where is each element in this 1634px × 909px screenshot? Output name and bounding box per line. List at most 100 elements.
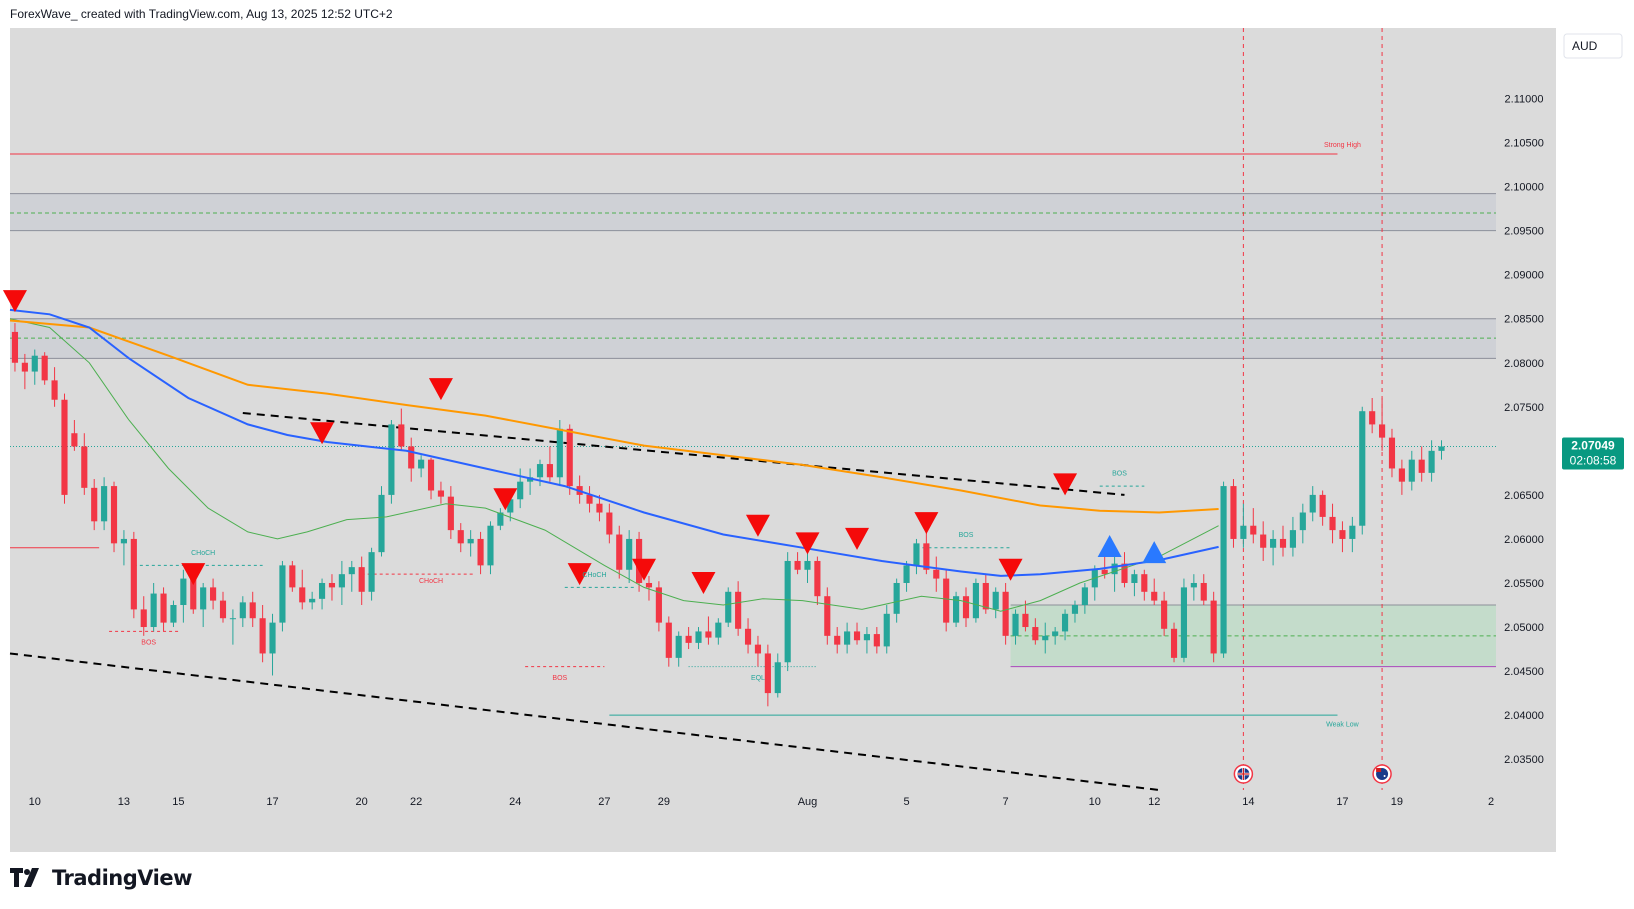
candle-6 bbox=[71, 420, 78, 451]
candle-131 bbox=[1309, 486, 1316, 522]
price-tick-label-4: 2.09000 bbox=[1504, 270, 1544, 282]
candle-body bbox=[903, 565, 910, 583]
candle-53 bbox=[536, 459, 544, 487]
candle-72 bbox=[725, 587, 732, 628]
candle-141 bbox=[1408, 450, 1415, 491]
candle-59 bbox=[596, 494, 603, 522]
candle-81 bbox=[814, 556, 821, 606]
candle-143 bbox=[1428, 440, 1435, 482]
sell-signal-triangle-6 bbox=[632, 558, 657, 581]
candle-body bbox=[1200, 582, 1207, 601]
candle-body bbox=[735, 591, 742, 629]
candle-body bbox=[1002, 591, 1009, 636]
candle-127 bbox=[1270, 530, 1277, 566]
candle-4 bbox=[51, 367, 58, 407]
candle-body bbox=[160, 593, 167, 623]
last-price-label: 2.07049 02:08:58 bbox=[1562, 437, 1624, 470]
candle-body bbox=[299, 587, 306, 603]
candle-body bbox=[527, 477, 534, 482]
candle-body bbox=[804, 560, 811, 570]
candle-body bbox=[348, 567, 355, 575]
candle-140 bbox=[1398, 459, 1405, 495]
candle-97 bbox=[972, 578, 979, 623]
candle-129 bbox=[1289, 516, 1296, 557]
candle-103 bbox=[1032, 618, 1039, 645]
candle-48 bbox=[487, 521, 494, 575]
candle-117 bbox=[1170, 622, 1178, 663]
candle-body bbox=[953, 596, 960, 623]
candle-body bbox=[1299, 512, 1306, 531]
candle-body bbox=[1270, 538, 1277, 548]
candle-28 bbox=[289, 560, 296, 592]
candle-2 bbox=[31, 349, 38, 385]
candle-body bbox=[774, 662, 781, 694]
event-flags-layer bbox=[1233, 764, 1392, 784]
price-tick-label-13: 2.04500 bbox=[1504, 666, 1544, 678]
candle-body bbox=[91, 487, 98, 522]
candle-144 bbox=[1438, 440, 1445, 460]
candle-body bbox=[249, 602, 256, 619]
candle-body bbox=[665, 622, 672, 658]
candle-105 bbox=[1052, 627, 1059, 645]
candle-body bbox=[814, 560, 821, 597]
candle-49 bbox=[497, 508, 504, 531]
candle-43 bbox=[437, 481, 445, 504]
candle-94 bbox=[943, 569, 950, 632]
time-tick-label-15: 17 bbox=[1336, 796, 1348, 808]
sell-signal-triangle-4 bbox=[493, 488, 518, 511]
candle-body bbox=[467, 538, 474, 544]
candle-body bbox=[507, 499, 514, 513]
candle-body bbox=[923, 543, 930, 570]
candle-38 bbox=[388, 420, 395, 504]
candle-body bbox=[150, 593, 157, 628]
time-axis[interactable]: 10 13 15 17 20 22 24 27 29 Aug 5 7 10 12 14 17 19 2 bbox=[29, 796, 1494, 808]
candle-body bbox=[378, 494, 385, 553]
candle-33 bbox=[338, 560, 345, 606]
candle-body bbox=[289, 565, 296, 588]
candle-96 bbox=[962, 587, 970, 628]
candle-31 bbox=[318, 578, 326, 610]
candle-body bbox=[269, 622, 276, 654]
candle-body bbox=[210, 587, 217, 601]
time-tick-label-3: 17 bbox=[266, 796, 278, 808]
candle-body bbox=[1190, 582, 1197, 588]
price-tick-label-5: 2.08500 bbox=[1504, 314, 1544, 326]
candle-body bbox=[1180, 587, 1188, 658]
candle-body bbox=[170, 605, 177, 623]
candle-body bbox=[41, 355, 48, 381]
candle-body bbox=[497, 512, 504, 526]
price-tick-label-10: 2.06000 bbox=[1504, 534, 1544, 546]
sell-signal-triangle-2 bbox=[310, 422, 335, 445]
candle-12 bbox=[130, 531, 137, 619]
candle-73 bbox=[735, 581, 742, 636]
candle-body bbox=[715, 622, 722, 638]
candle-body bbox=[586, 494, 593, 504]
candle-body bbox=[1170, 628, 1178, 658]
candle-body bbox=[338, 574, 345, 588]
candle-83 bbox=[834, 627, 841, 654]
tradingview-logo[interactable]: TradingView bbox=[10, 866, 192, 890]
candle-body bbox=[863, 634, 870, 641]
time-tick-label-11: 7 bbox=[1003, 796, 1009, 808]
candle-body bbox=[190, 578, 197, 610]
time-tick-label-16: 19 bbox=[1391, 796, 1403, 808]
candle-22 bbox=[229, 609, 236, 645]
candle-body bbox=[645, 582, 653, 588]
candle-body bbox=[754, 644, 762, 654]
candle-108 bbox=[1081, 582, 1088, 614]
candle-body bbox=[517, 481, 524, 500]
candle-body bbox=[1071, 605, 1079, 614]
candle-body bbox=[1151, 591, 1158, 601]
candle-body bbox=[140, 609, 147, 628]
candle-91 bbox=[913, 538, 920, 575]
candle-107 bbox=[1071, 600, 1079, 623]
candle-body bbox=[606, 512, 613, 535]
candle-34 bbox=[348, 560, 355, 592]
candle-body bbox=[1012, 613, 1019, 636]
currency-button[interactable]: AUD bbox=[1563, 33, 1623, 59]
sell-signal-triangle-8 bbox=[745, 514, 770, 537]
candle-123 bbox=[1230, 479, 1237, 548]
candle-74 bbox=[744, 618, 752, 654]
price-axis[interactable]: 2.11000 2.10500 2.10000 2.09500 2.09000 2.085… bbox=[1504, 93, 1544, 766]
